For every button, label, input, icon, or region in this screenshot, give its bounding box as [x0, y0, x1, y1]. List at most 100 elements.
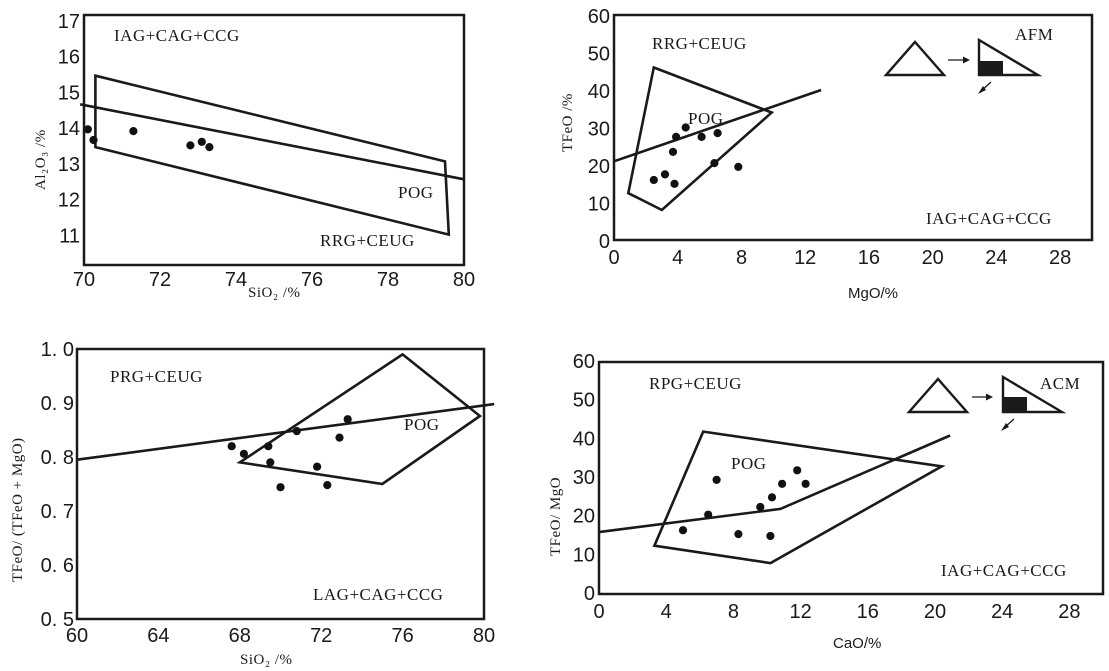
- y-tick-label: 10: [588, 194, 610, 216]
- panel-al2o3-vs-sio2: 70 72 74 76 78 80 11 12 13 14 15 16 17 IAG+CAG+CCG P…: [33, 11, 475, 301]
- x-tick-label: 64: [147, 625, 169, 647]
- sample-point: [292, 427, 301, 436]
- sample-point: [264, 442, 273, 451]
- sample-point: [712, 475, 721, 484]
- ternary-triangle-icon: [883, 40, 947, 77]
- x-tick-label: 24: [985, 247, 1007, 269]
- sample-point: [205, 143, 214, 152]
- field-label-prg-ceug: PRG+CEUG: [110, 367, 203, 386]
- y-tick-label: 0. 5: [41, 609, 74, 631]
- y-tick-label: 60: [573, 351, 595, 373]
- y-tick-label: 0: [584, 583, 595, 605]
- x-tick-label: 4: [672, 247, 683, 269]
- sample-point: [670, 179, 679, 188]
- y-tick-label: 0. 6: [41, 555, 74, 577]
- y-axis-label: TFeO/ (TFeO + MgO): [10, 437, 26, 582]
- sample-point: [710, 159, 719, 168]
- pog-field-polygon: [94, 74, 451, 237]
- shaded-field-icon: [1003, 397, 1027, 412]
- sample-point: [89, 135, 98, 145]
- x-tick-label: 24: [991, 601, 1013, 623]
- sample-point: [276, 483, 285, 492]
- plot-frame: [612, 13, 1094, 242]
- field-label-iag-cag-ccg: IAG+CAG+CCG: [114, 26, 240, 45]
- pog-field-polygon: [652, 430, 946, 565]
- x-axis-label: CaO/%: [833, 635, 881, 652]
- x-tick-label: 72: [310, 625, 332, 647]
- field-label-iag-cag-ccg: IAG+CAG+CCG: [941, 561, 1067, 580]
- y-tick-label: 1. 0: [41, 339, 74, 361]
- y-tick-label: 0: [599, 231, 610, 253]
- x-axis-label: MgO/%: [848, 285, 898, 302]
- sample-point: [197, 137, 206, 146]
- x-tick-label: 8: [728, 601, 739, 623]
- sample-point: [83, 125, 92, 134]
- sample-point: [713, 129, 722, 138]
- sample-point: [335, 433, 344, 442]
- arrow-head-icon: [963, 56, 970, 64]
- x-tick-label: 76: [391, 625, 413, 647]
- sample-point: [323, 481, 332, 490]
- y-tick-label: 60: [588, 6, 610, 28]
- y-tick-label: 13: [58, 154, 80, 176]
- sample-point: [681, 123, 690, 132]
- y-tick-label: 30: [588, 119, 610, 141]
- sample-point: [660, 170, 670, 179]
- y-axis-label: TFeO /%: [560, 93, 576, 152]
- arrow-head-icon: [1001, 423, 1009, 431]
- sample-point: [227, 442, 236, 451]
- x-tick-label: 16: [858, 247, 880, 269]
- x-tick-label: 12: [789, 601, 811, 623]
- acm-triangle-inset: ACM: [906, 374, 1080, 431]
- x-tick-label: 4: [661, 601, 672, 623]
- y-tick-label: 17: [58, 11, 80, 33]
- sample-point: [668, 147, 678, 156]
- sample-point: [313, 462, 322, 471]
- y-tick-label: 50: [573, 390, 595, 412]
- sample-point: [678, 526, 688, 535]
- x-tick-label: 78: [377, 269, 399, 291]
- ternary-subtriangle-icon: [977, 37, 1043, 77]
- x-tick-label: 28: [1058, 601, 1080, 623]
- panel-tfeo-ratio-vs-sio2: 60 64 68 72 76 80 0. 5 0. 6 0. 7 0. 8 0. 9 1. 0 PRG…: [10, 339, 495, 668]
- y-tick-label: 11: [59, 225, 80, 247]
- x-tick-label: 70: [73, 269, 95, 291]
- y-tick-label: 0. 7: [41, 501, 74, 523]
- y-tick-label: 0. 9: [41, 393, 74, 415]
- x-tick-label: 60: [66, 625, 88, 647]
- x-tick-label: 80: [453, 269, 475, 291]
- x-axis-label: SiO₂ /%: [240, 652, 292, 668]
- x-tick-label: 76: [301, 269, 323, 291]
- field-label-rrg-ceug: RRG+CEUG: [652, 34, 747, 53]
- ternary-triangle-icon: [906, 377, 970, 414]
- sample-point: [793, 466, 802, 475]
- x-tick-label: 20: [924, 601, 946, 623]
- y-axis-label: TFeO/ MgO: [548, 477, 564, 556]
- y-tick-label: 12: [58, 190, 80, 212]
- field-label-pog: POG: [404, 415, 440, 434]
- y-tick-label: 40: [588, 81, 610, 103]
- x-tick-label: 16: [857, 601, 879, 623]
- sample-point: [672, 132, 681, 141]
- y-tick-label: 40: [573, 428, 595, 450]
- field-label-pog: POG: [398, 183, 434, 202]
- y-axis-label: Al₂O₃ /%: [33, 129, 49, 190]
- sample-point: [649, 175, 658, 185]
- x-tick-label: 74: [225, 269, 247, 291]
- plot-frame: [82, 13, 466, 267]
- plot-frame: [75, 347, 486, 621]
- y-tick-label: 10: [573, 544, 595, 566]
- shaded-field-icon: [979, 61, 1003, 75]
- sample-point: [129, 127, 138, 136]
- sample-point: [186, 141, 195, 150]
- x-tick-label: 68: [229, 625, 251, 647]
- sample-point: [343, 415, 352, 424]
- sample-point: [734, 530, 743, 539]
- discrimination-line: [613, 88, 822, 163]
- field-label-pog: POG: [688, 109, 724, 128]
- sample-point: [767, 493, 777, 502]
- sample-point: [697, 132, 706, 141]
